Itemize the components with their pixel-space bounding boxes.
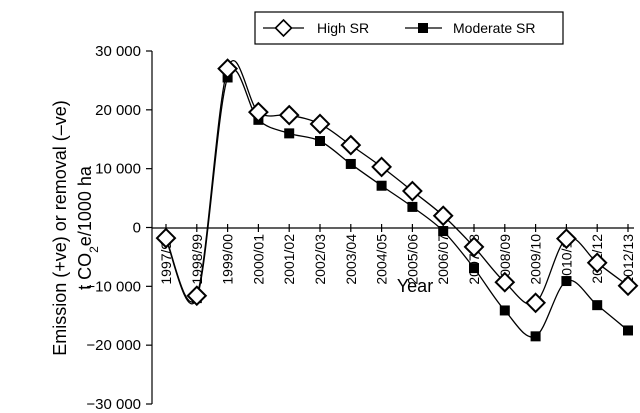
y-tick-label: 0 xyxy=(133,220,141,237)
data-point-high-sr xyxy=(309,113,331,135)
data-point-high-sr xyxy=(371,156,393,178)
data-point-high-sr xyxy=(278,104,300,126)
x-tick-label: 1999/00 xyxy=(220,234,236,285)
y-tick-label: 20 000 xyxy=(95,102,141,119)
y-ticks: 30 000 20 000 10 000 0 −10 000 −20 000 −30 000 xyxy=(86,43,152,413)
y-tick-label: 30 000 xyxy=(95,43,141,60)
x-tick-label: 1998/99 xyxy=(189,234,205,285)
data-point-moderate-sr xyxy=(407,201,418,212)
legend-label-moderate-sr: Moderate SR xyxy=(453,20,535,36)
y-tick-label: −30 000 xyxy=(86,396,141,413)
data-point-moderate-sr xyxy=(284,128,295,139)
data-point-moderate-sr xyxy=(561,276,572,287)
y-tick-label: −10 000 xyxy=(86,278,141,295)
data-point-high-sr xyxy=(340,134,362,156)
data-point-high-sr xyxy=(586,252,608,274)
data-point-high-sr xyxy=(463,236,485,258)
series-lines xyxy=(155,58,639,342)
data-point-high-sr xyxy=(432,205,454,227)
data-point-moderate-sr xyxy=(499,305,510,316)
x-tick-label: 2001/02 xyxy=(281,234,297,285)
data-point-high-sr xyxy=(401,180,423,202)
data-point-high-sr xyxy=(217,58,239,80)
x-tick-label: 2002/03 xyxy=(312,234,328,285)
data-point-high-sr xyxy=(186,285,208,307)
y-tick-label: 10 000 xyxy=(95,161,141,178)
x-tick-label: 2010/11 xyxy=(558,234,574,284)
x-tick-label: 2006/07 xyxy=(435,234,451,285)
data-point-moderate-sr xyxy=(469,263,479,274)
data-point-moderate-sr xyxy=(592,300,603,311)
data-point-moderate-sr xyxy=(315,136,325,147)
data-point-high-sr xyxy=(525,292,547,314)
legend-marker-moderate-sr xyxy=(418,23,428,33)
x-tick-label: 1997/98 xyxy=(158,234,174,285)
data-point-moderate-sr xyxy=(345,158,356,169)
x-tick-label: 2003/04 xyxy=(343,234,359,285)
data-point-high-sr xyxy=(494,271,516,293)
x-tick-label: 2012/13 xyxy=(620,234,636,285)
x-tick-label: 2005/06 xyxy=(404,234,420,285)
data-point-high-sr xyxy=(155,227,177,249)
data-point-high-sr xyxy=(555,228,577,250)
y-axis-title-line1: Emission (+ve) or removal (–ve) xyxy=(50,100,70,356)
data-point-moderate-sr xyxy=(623,325,633,336)
y-tick-label: −20 000 xyxy=(86,337,141,354)
data-point-moderate-sr xyxy=(376,180,387,191)
data-point-moderate-sr xyxy=(530,331,541,342)
legend: High SR Moderate SR xyxy=(254,11,564,45)
x-axis-title: Year xyxy=(397,276,433,296)
x-tick-label: 2000/01 xyxy=(250,234,266,285)
data-point-high-sr xyxy=(247,101,269,123)
y-axis-title-line2: t CO2e/1000 ha xyxy=(75,165,101,290)
series-line-moderate-sr xyxy=(165,68,629,338)
data-point-moderate-sr xyxy=(438,226,449,237)
x-tick-label: 2008/09 xyxy=(497,234,513,285)
x-tick-label: 2009/10 xyxy=(528,234,544,285)
legend-marker-high-sr xyxy=(274,18,293,38)
legend-label-high-sr: High SR xyxy=(317,20,369,36)
x-tick-label: 2004/05 xyxy=(374,234,390,285)
data-point-high-sr xyxy=(617,275,639,297)
